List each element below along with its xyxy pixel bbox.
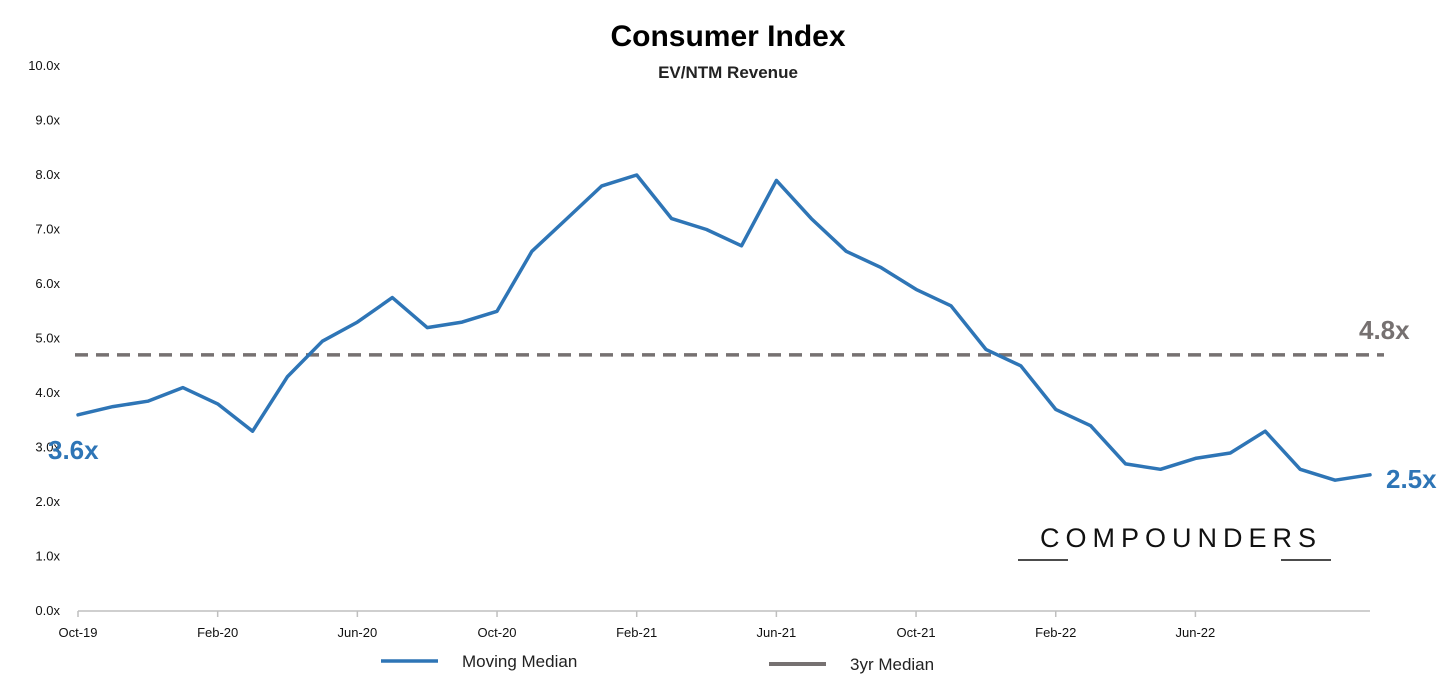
series-line-moving-median (76, 173, 1372, 482)
x-axis: Oct-19 Feb-20 Jun-20 Oct-20 Feb-21 Jun-21 Oct-… (58, 610, 1370, 640)
legend: Moving Median 3yr Median (381, 652, 934, 674)
x-tick-label: Jun-21 (757, 625, 797, 640)
y-tick-label: 2.0x (35, 494, 60, 509)
x-tick-label: Oct-19 (58, 625, 97, 640)
median-value-callout: 4.8x (1359, 315, 1410, 345)
y-tick-label: 7.0x (35, 222, 60, 237)
y-axis: 0.0x 1.0x 2.0x 3.0x 4.0x 5.0x 6.0x 7.0x 8.0x 9.0x… (28, 58, 60, 618)
chart-subtitle: EV/NTM Revenue (658, 63, 798, 82)
x-tick-label: Jun-20 (337, 625, 377, 640)
end-value-callout: 2.5x (1386, 464, 1437, 494)
y-tick-label: 6.0x (35, 276, 60, 291)
chart-title: Consumer Index (610, 20, 845, 53)
start-value-callout: 3.6x (48, 435, 99, 465)
y-tick-label: 5.0x (35, 331, 60, 346)
y-tick-label: 10.0x (28, 58, 60, 73)
x-tick-label: Feb-21 (616, 625, 657, 640)
y-tick-label: 4.0x (35, 385, 60, 400)
legend-label-moving-median: Moving Median (462, 652, 577, 671)
watermark-text: COMPOUNDERS (1040, 523, 1322, 553)
x-tick-label: Oct-21 (897, 625, 936, 640)
x-tick-label: Feb-20 (197, 625, 238, 640)
y-tick-label: 3.0x (35, 440, 60, 455)
compounders-watermark: COMPOUNDERS (1018, 523, 1331, 561)
y-tick-label: 1.0x (35, 549, 60, 564)
x-tick-label: Oct-20 (478, 625, 517, 640)
y-tick-label: 8.0x (35, 167, 60, 182)
x-tick-label: Feb-22 (1035, 625, 1076, 640)
y-tick-label: 9.0x (35, 113, 60, 128)
legend-label-3yr-median: 3yr Median (850, 655, 934, 674)
y-tick-label: 0.0x (35, 603, 60, 618)
x-tick-label: Jun-22 (1176, 625, 1216, 640)
